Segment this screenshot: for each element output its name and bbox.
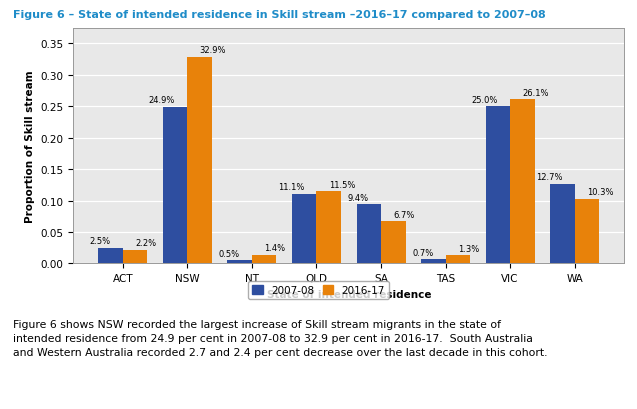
Text: 11.1%: 11.1% (278, 183, 304, 192)
Text: 0.7%: 0.7% (412, 248, 433, 257)
Bar (446, 256, 470, 264)
Text: 0.5%: 0.5% (218, 249, 240, 258)
Text: 1.4%: 1.4% (264, 243, 285, 252)
Text: 10.3%: 10.3% (587, 188, 613, 197)
Bar (510, 100, 534, 264)
Bar (550, 184, 575, 264)
Bar (252, 255, 276, 264)
Bar (227, 261, 252, 264)
Bar (292, 194, 317, 264)
Text: 12.7%: 12.7% (536, 173, 562, 182)
Bar (381, 222, 406, 264)
Text: 2.5%: 2.5% (89, 237, 111, 246)
Bar (317, 192, 341, 264)
Bar (485, 107, 510, 264)
Text: 9.4%: 9.4% (348, 193, 369, 202)
Text: 25.0%: 25.0% (471, 96, 498, 105)
Bar (123, 250, 147, 264)
X-axis label: State of intended residence: State of intended residence (266, 289, 431, 299)
Y-axis label: Proportion of Skill stream: Proportion of Skill stream (25, 70, 35, 222)
Text: 6.7%: 6.7% (393, 210, 415, 219)
Bar (357, 205, 381, 264)
Text: 32.9%: 32.9% (199, 46, 226, 55)
Bar (98, 248, 123, 264)
Text: Figure 6 – State of intended residence in Skill stream –2016–17 compared to 2007: Figure 6 – State of intended residence i… (13, 10, 545, 20)
Bar (575, 199, 599, 264)
Text: 11.5%: 11.5% (329, 180, 355, 189)
Legend: 2007-08, 2016-17: 2007-08, 2016-17 (248, 281, 389, 299)
Text: 26.1%: 26.1% (522, 89, 549, 98)
Text: 1.3%: 1.3% (458, 244, 479, 253)
Bar (163, 108, 187, 264)
Text: Figure 6 shows NSW recorded the largest increase of Skill stream migrants in the: Figure 6 shows NSW recorded the largest … (13, 319, 547, 357)
Bar (187, 58, 212, 264)
Bar (421, 259, 446, 264)
Text: 24.9%: 24.9% (149, 96, 175, 105)
Text: 2.2%: 2.2% (135, 238, 156, 247)
